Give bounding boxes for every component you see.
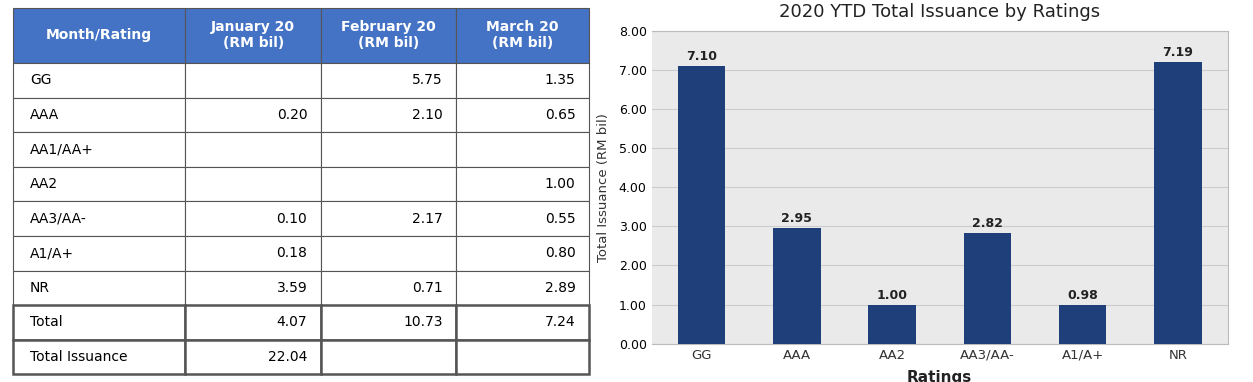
Bar [964, 233, 1011, 344]
Text: 1.00: 1.00 [877, 288, 907, 301]
Bar [1154, 62, 1202, 344]
Bar [868, 305, 916, 344]
X-axis label: Ratings: Ratings [907, 370, 972, 382]
Text: 2.82: 2.82 [972, 217, 1002, 230]
Bar [1059, 306, 1106, 344]
Bar [773, 228, 821, 344]
Text: 0.98: 0.98 [1068, 289, 1098, 302]
Text: 7.19: 7.19 [1163, 46, 1193, 59]
Title: 2020 YTD Total Issuance by Ratings: 2020 YTD Total Issuance by Ratings [779, 3, 1100, 21]
Text: 7.10: 7.10 [687, 50, 717, 63]
Text: 2.95: 2.95 [782, 212, 812, 225]
Bar [678, 66, 725, 344]
Y-axis label: Total Issuance (RM bil): Total Issuance (RM bil) [598, 113, 610, 262]
